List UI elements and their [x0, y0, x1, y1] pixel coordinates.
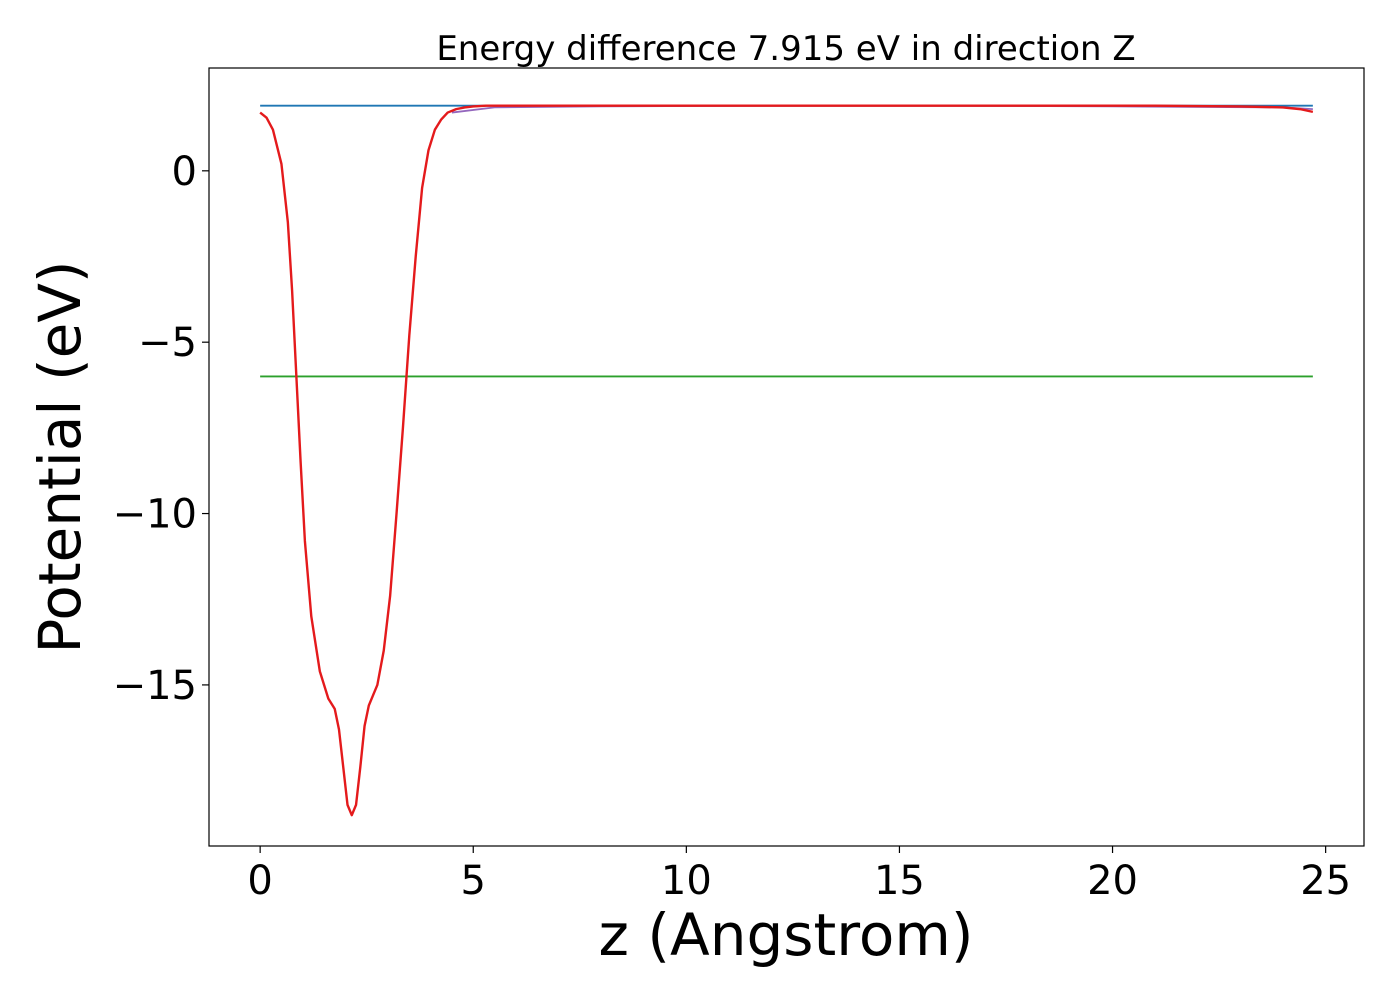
x-tick-label: 5 — [461, 858, 486, 904]
series-layer — [259, 104, 1314, 817]
y-tick-label: −5 — [138, 320, 197, 366]
chart-title: Energy difference 7.915 eV in direction … — [436, 29, 1135, 69]
x-tick-label: 10 — [661, 858, 712, 904]
x-tick-label: 20 — [1087, 858, 1138, 904]
plot-area-frame — [208, 67, 1365, 847]
y-axis-ticks: 0 −5 −10 −15 — [113, 149, 209, 709]
x-tick-label: 0 — [247, 858, 272, 904]
y-tick-label: 0 — [172, 149, 197, 195]
y-tick-label: −15 — [113, 663, 197, 709]
x-axis-label: z (Angstrom) — [599, 901, 974, 969]
y-tick-label: −10 — [113, 492, 197, 538]
y-axis-label: Potential (eV) — [26, 260, 94, 653]
x-axis-ticks: 0 5 10 15 20 25 — [247, 846, 1351, 904]
x-tick-label: 25 — [1300, 858, 1351, 904]
x-tick-label: 15 — [874, 858, 925, 904]
series-line-3 — [259, 104, 1314, 817]
